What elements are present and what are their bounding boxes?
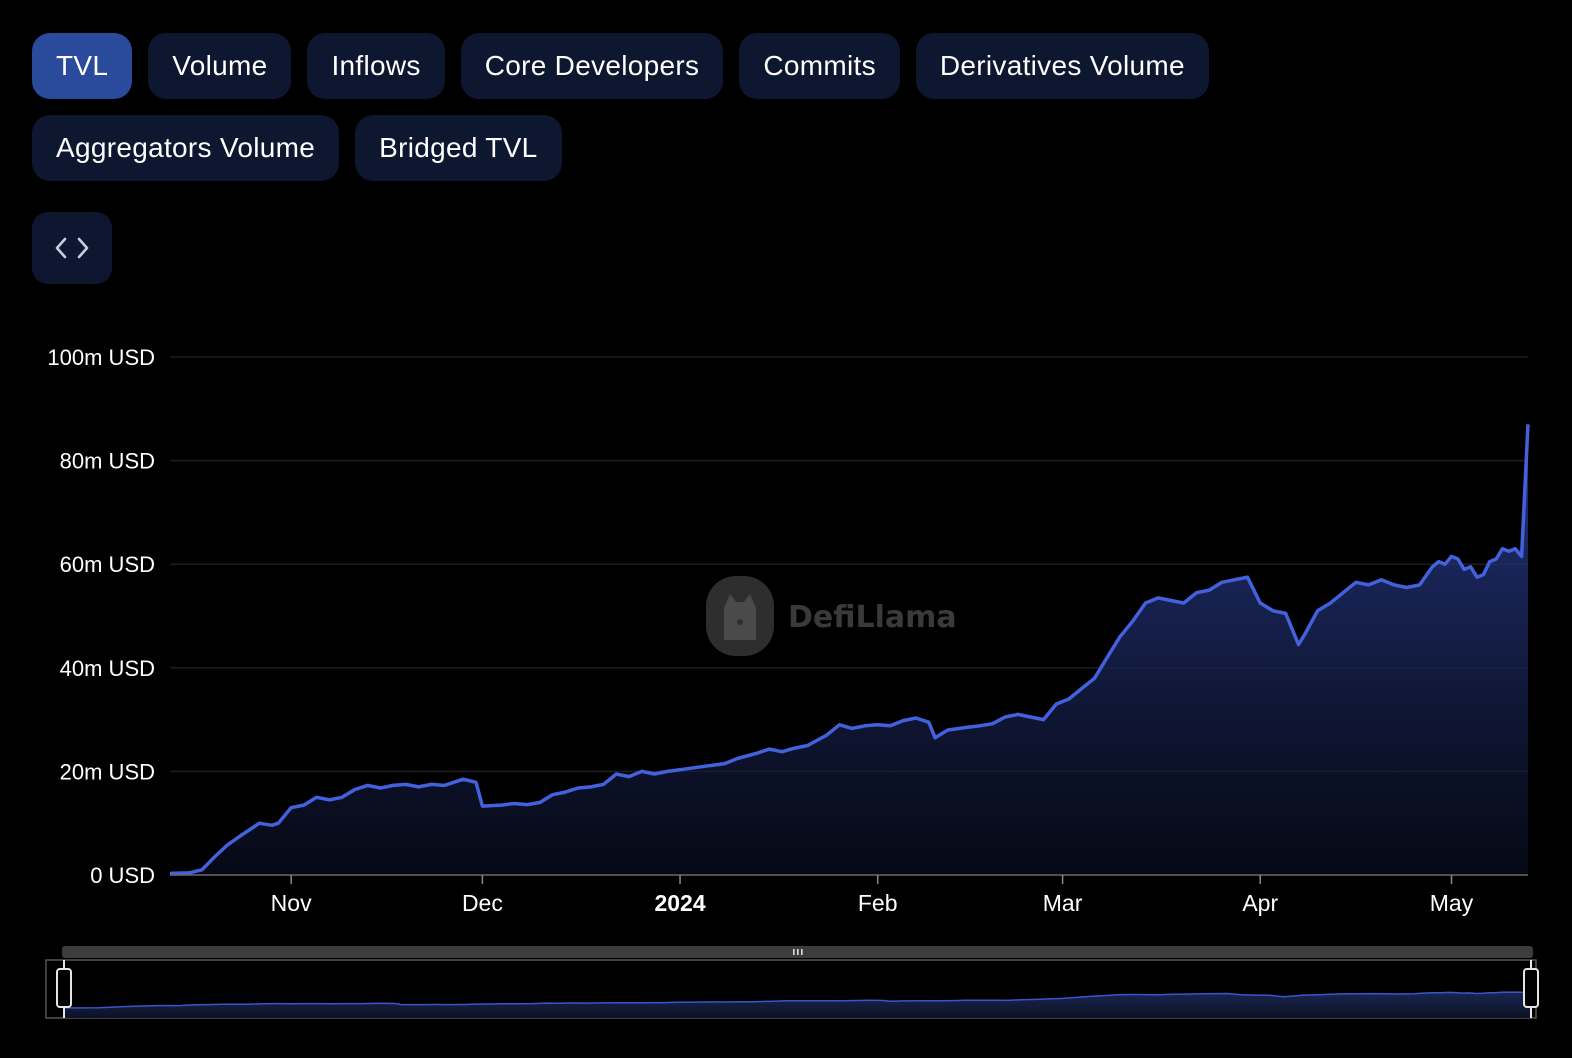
x-axis: Nov Dec 2024 Feb Mar Apr May: [271, 875, 1474, 916]
x-tick-label: Feb: [858, 890, 898, 916]
tab-volume[interactable]: Volume: [148, 33, 292, 99]
tab-bridged-tvl[interactable]: Bridged TVL: [355, 115, 562, 181]
y-axis: 0 USD 20m USD 40m USD 60m USD 80m USD 100m US…: [47, 345, 155, 888]
x-tick-label: Dec: [462, 890, 503, 916]
tab-inflows[interactable]: Inflows: [307, 33, 445, 99]
tab-derivatives-volume[interactable]: Derivatives Volume: [915, 33, 1209, 99]
tvl-line: [169, 424, 1530, 876]
y-tick-label: 20m USD: [60, 759, 155, 784]
tvl-chart: 0 USD 20m USD 40m USD 60m USD 80m USD 100m US…: [45, 345, 1539, 1019]
embed-button[interactable]: [32, 212, 112, 284]
tab-aggregators-volume[interactable]: Aggregators Volume: [32, 115, 340, 181]
x-tick-label: Mar: [1043, 890, 1083, 916]
slider-handle-right[interactable]: [1523, 968, 1539, 1008]
llama-logo: [706, 576, 774, 656]
x-tick-label: Apr: [1242, 890, 1278, 916]
x-tick-label: May: [1430, 890, 1474, 916]
watermark-text: DefiLlama: [788, 600, 957, 635]
tab-core-developers[interactable]: Core Developers: [460, 33, 724, 99]
x-tick-label: Nov: [271, 890, 312, 916]
chart-tabs-row-1: TVL Volume Inflows Core Developers Commi…: [32, 33, 1209, 99]
code-icon: [55, 237, 89, 259]
mini-line: [64, 985, 1532, 1009]
y-tick-label: 0 USD: [90, 863, 155, 888]
tvl-area: [170, 424, 1528, 875]
chart-tabs-row-2: Aggregators Volume Bridged TVL: [32, 115, 562, 181]
y-tick-label: 60m USD: [60, 552, 155, 577]
y-tick-label: 40m USD: [60, 656, 155, 681]
x-tick-label: 2024: [654, 890, 705, 916]
slider-grip-icon: [793, 949, 803, 955]
tab-tvl[interactable]: TVL: [32, 33, 133, 99]
y-tick-label: 80m USD: [60, 449, 155, 474]
y-tick-label: 100m USD: [47, 345, 155, 370]
range-slider[interactable]: [45, 946, 1539, 1019]
watermark: DefiLlama: [706, 576, 957, 656]
mini-area: [64, 986, 1531, 1018]
tab-commits[interactable]: Commits: [739, 33, 900, 99]
slider-handle-left[interactable]: [56, 968, 72, 1008]
